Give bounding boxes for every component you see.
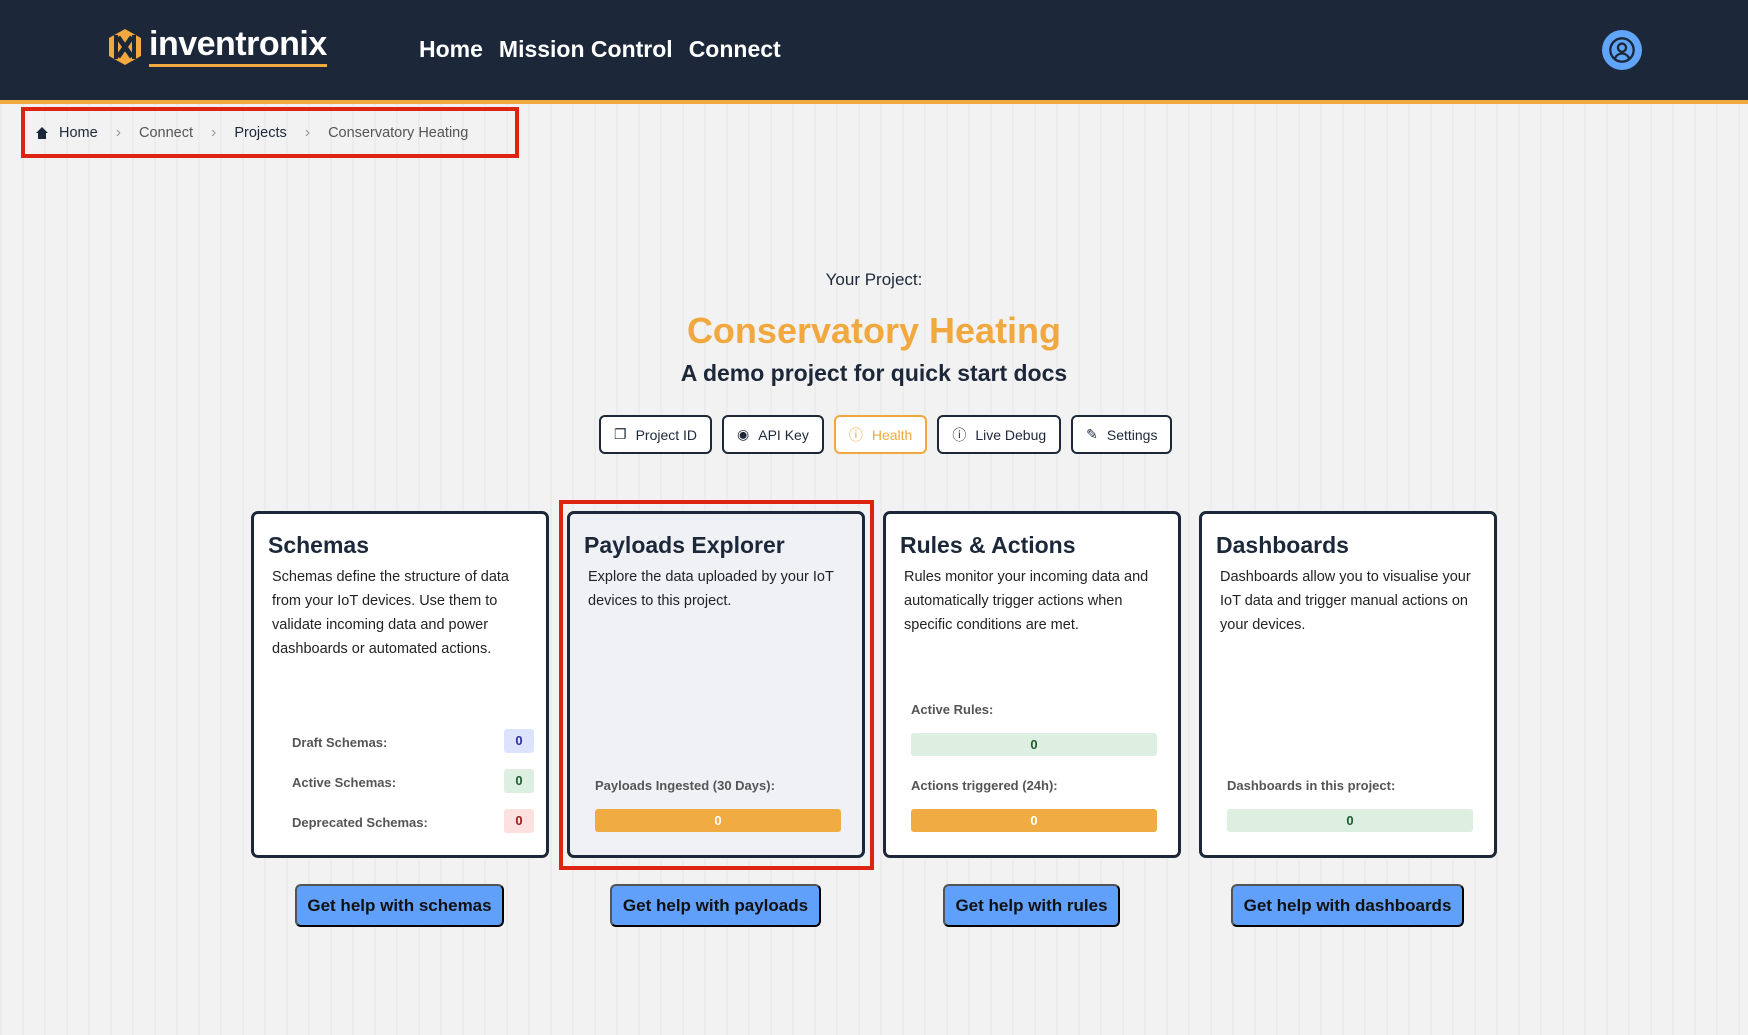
project-actions: ❐ Project ID ◉ API Key ⓘ Health ⓘ Live Debug… — [599, 415, 1173, 454]
actions-triggered-label: Actions triggered (24h): — [911, 778, 1058, 793]
active-rules-label: Active Rules: — [911, 702, 994, 717]
chevron-right-icon: › — [211, 123, 217, 141]
eye-icon: ◉ — [737, 426, 750, 442]
alert-circle-icon: ⓘ — [952, 426, 967, 443]
breadcrumb-connect[interactable]: Connect — [139, 124, 194, 141]
button-label: Live Debug — [975, 426, 1047, 443]
active-schemas-count: 0 — [504, 769, 534, 793]
card-title: Schemas — [268, 532, 370, 558]
card-description: Explore the data uploaded by your IoT de… — [588, 569, 834, 609]
help-rules-button[interactable]: Get help with rules — [943, 884, 1120, 927]
rules-actions-card[interactable]: Rules & Actions Rules monitor your incom… — [883, 511, 1181, 858]
card-description: Rules monitor your incoming data and aut… — [904, 569, 1149, 633]
card-title: Dashboards — [1216, 532, 1349, 558]
nav-mission-control[interactable]: Mission Control — [498, 36, 673, 62]
draft-schemas-label: Draft Schemas: — [292, 735, 388, 750]
copy-icon: ❐ — [614, 426, 627, 442]
deprecated-schemas-label: Deprecated Schemas: — [292, 815, 428, 830]
api-key-button[interactable]: ◉ API Key — [722, 415, 824, 454]
button-label: Health — [871, 426, 913, 443]
logo-text: inventronix — [149, 26, 327, 67]
actions-triggered-bar: 0 — [911, 809, 1157, 832]
project-id-button[interactable]: ❐ Project ID — [599, 415, 713, 454]
breadcrumb-current: Conservatory Heating — [328, 124, 469, 141]
edit-icon: ✎ — [1086, 426, 1098, 442]
dashboards-card[interactable]: Dashboards Dashboards allow you to visua… — [1199, 511, 1497, 858]
selection-highlight — [559, 500, 874, 870]
button-label: Project ID — [635, 426, 698, 443]
dashboards-count-bar: 0 — [1227, 809, 1473, 832]
logo-hexagon-icon — [109, 28, 141, 65]
payloads-ingested-bar: 0 — [595, 809, 841, 832]
breadcrumb-projects[interactable]: Projects — [234, 124, 287, 141]
help-schemas-button[interactable]: Get help with schemas — [295, 884, 504, 927]
nav-home[interactable]: Home — [419, 36, 483, 62]
card-description: Schemas define the structure of data fro… — [272, 569, 509, 657]
payloads-ingested-label: Payloads Ingested (30 Days): — [595, 778, 775, 793]
nav-connect[interactable]: Connect — [688, 36, 781, 62]
settings-button[interactable]: ✎ Settings — [1071, 415, 1173, 454]
home-icon — [36, 126, 48, 139]
chevron-right-icon: › — [304, 123, 311, 141]
live-debug-button[interactable]: ⓘ Live Debug — [937, 415, 1062, 454]
breadcrumb: Home › Connect › Projects › Conservatory… — [21, 107, 519, 158]
button-label: API Key — [758, 426, 809, 443]
main-nav: Home Mission Control Connect — [419, 36, 781, 63]
user-avatar-button[interactable] — [1602, 30, 1642, 70]
active-rules-bar: 0 — [911, 733, 1157, 756]
help-payloads-button[interactable]: Get help with payloads — [610, 884, 821, 927]
dashboards-count-label: Dashboards in this project: — [1227, 778, 1396, 793]
active-schemas-label: Active Schemas: — [292, 775, 397, 790]
logo[interactable]: inventronix — [107, 26, 327, 67]
button-label: Settings — [1106, 426, 1158, 443]
deprecated-schemas-count: 0 — [504, 809, 534, 833]
card-title: Payloads Explorer — [584, 532, 785, 558]
card-description: Dashboards allow you to visualise your I… — [1220, 569, 1471, 633]
health-button[interactable]: ⓘ Health — [833, 415, 928, 454]
payloads-explorer-card[interactable]: Payloads Explorer Explore the data uploa… — [567, 511, 865, 858]
help-dashboards-button[interactable]: Get help with dashboards — [1231, 884, 1464, 927]
top-navbar: inventronix Home Mission Control Connect — [0, 0, 1748, 104]
project-label: Your Project: — [825, 270, 923, 289]
draft-schemas-count: 0 — [504, 729, 534, 753]
project-description: A demo project for quick start docs — [680, 360, 1068, 386]
project-title: Conservatory Heating — [686, 310, 1062, 351]
schemas-card[interactable]: Schemas Schemas define the structure of … — [251, 511, 549, 858]
alert-circle-icon: ⓘ — [848, 426, 863, 443]
breadcrumb-home[interactable]: Home — [35, 125, 98, 141]
user-icon — [1609, 37, 1635, 63]
chevron-right-icon: › — [115, 123, 122, 141]
card-title: Rules & Actions — [900, 532, 1076, 558]
